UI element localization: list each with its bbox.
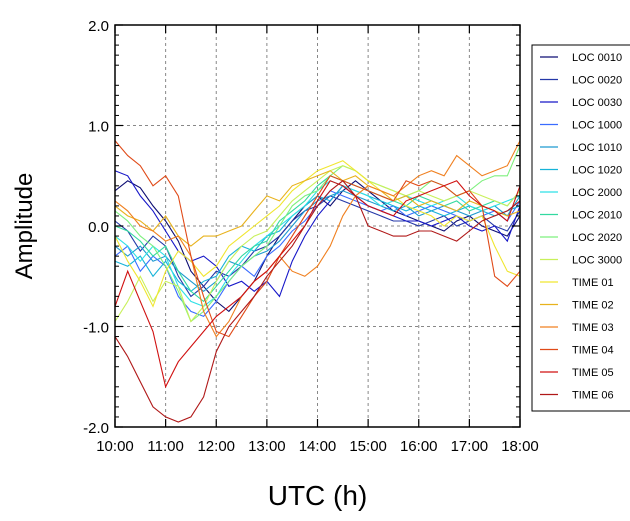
legend-label: LOC 1010 xyxy=(572,142,622,154)
series-line xyxy=(114,160,521,308)
x-axis-title: UTC (h) xyxy=(268,480,368,511)
legend-label: LOC 0010 xyxy=(572,52,622,64)
legend-label: LOC 3000 xyxy=(572,255,622,267)
axis-ticks: 10:00 11:00 12:00 13:00 14:00 15:00 16:00 17:00… xyxy=(83,18,539,455)
x-tick-label: 18:00 xyxy=(501,438,539,455)
legend: LOC 0010 LOC 0020 LOC 0030 LOC 1000 LOC 1010… xyxy=(531,44,630,412)
series-line xyxy=(114,170,521,247)
series-line xyxy=(114,140,521,338)
series-line xyxy=(114,180,521,423)
x-tick-label: 11:00 xyxy=(147,438,183,455)
y-tick-label: -1.0 xyxy=(83,320,109,337)
legend-label: LOC 2020 xyxy=(572,232,622,244)
y-axis-title: Amplitude xyxy=(11,173,38,280)
series-line xyxy=(114,140,521,338)
x-tick-label: 12:00 xyxy=(197,438,235,455)
series-line xyxy=(114,165,521,323)
y-tick-label: 2.0 xyxy=(88,18,109,35)
legend-label: LOC 1000 xyxy=(572,120,622,132)
x-tick-label: 17:00 xyxy=(451,438,489,455)
legend-label: LOC 2010 xyxy=(572,210,622,222)
series-line xyxy=(114,180,521,389)
series-line xyxy=(114,175,521,303)
legend-label: TIME 02 xyxy=(572,300,614,312)
y-tick-label: 0.0 xyxy=(88,219,109,236)
x-tick-label: 15:00 xyxy=(349,438,387,455)
legend-label: LOC 2000 xyxy=(572,187,622,199)
x-tick-label: 16:00 xyxy=(400,438,438,455)
y-tick-label: -2.0 xyxy=(83,420,109,437)
y-tick-label: 1.0 xyxy=(88,119,109,136)
series-lines xyxy=(114,140,521,423)
legend-label: LOC 0020 xyxy=(572,75,622,87)
legend-label: TIME 01 xyxy=(572,277,614,289)
legend-label: TIME 06 xyxy=(572,390,614,402)
x-tick-label: 14:00 xyxy=(299,438,337,455)
legend-label: TIME 04 xyxy=(572,345,614,357)
x-tick-label: 10:00 xyxy=(96,438,134,455)
legend-label: LOC 0030 xyxy=(572,97,622,109)
legend-label: LOC 1020 xyxy=(572,165,622,177)
legend-label: TIME 03 xyxy=(572,322,614,334)
legend-label: TIME 05 xyxy=(572,367,614,379)
x-tick-label: 13:00 xyxy=(248,438,286,455)
